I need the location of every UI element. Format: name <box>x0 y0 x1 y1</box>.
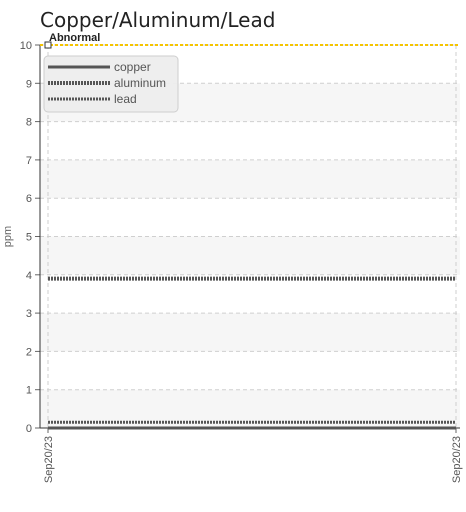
y-tick-label: 1 <box>26 385 32 397</box>
x-tick-label: Sep20/23 <box>451 436 463 483</box>
y-tick-label: 4 <box>26 270 32 282</box>
threshold-label: Abnormal <box>49 32 100 44</box>
grid-band <box>40 351 460 390</box>
y-axis-label: ppm <box>2 226 14 247</box>
y-tick-label: 6 <box>26 193 32 205</box>
y-tick-label: 3 <box>26 308 32 320</box>
grid-band <box>40 198 460 237</box>
y-tick-label: 8 <box>26 117 32 129</box>
y-tick-label: 0 <box>26 423 32 435</box>
grid-band <box>40 121 460 160</box>
y-tick-label: 9 <box>26 78 32 90</box>
y-tick-label: 5 <box>26 232 32 244</box>
grid-band <box>40 313 460 352</box>
legend-label: copper <box>114 60 151 74</box>
legend-label: lead <box>114 92 137 106</box>
legend-label: aluminum <box>114 76 166 90</box>
y-tick-label: 7 <box>26 155 32 167</box>
y-tick-label: 10 <box>20 40 32 52</box>
grid-band <box>40 159 460 199</box>
x-tick-label: Sep20/23 <box>43 436 55 483</box>
grid-band <box>40 274 460 314</box>
y-tick-label: 2 <box>26 346 32 358</box>
legend-box <box>43 55 179 113</box>
chart-title: Copper/Aluminum/Lead <box>40 8 276 32</box>
grid-band <box>40 236 460 275</box>
threshold-marker <box>44 41 52 49</box>
